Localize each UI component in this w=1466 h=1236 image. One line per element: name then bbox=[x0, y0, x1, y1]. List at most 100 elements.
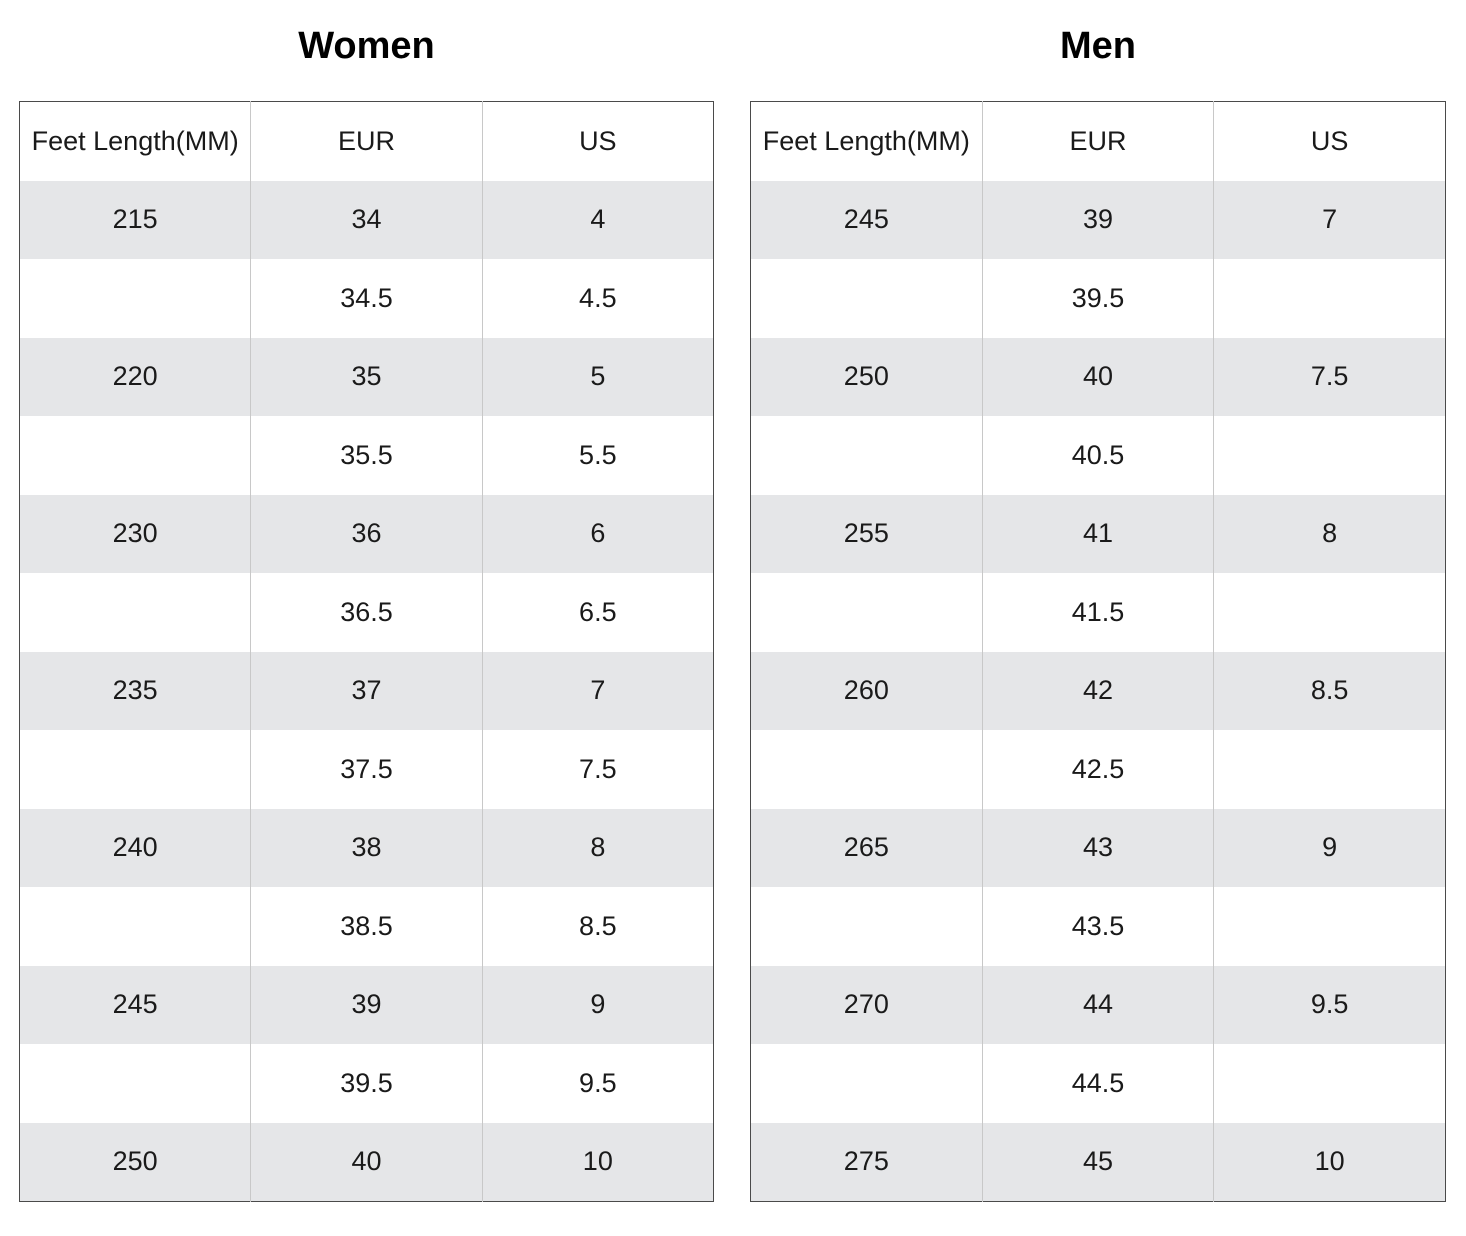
table-row: 39.5 9.5 bbox=[19, 1044, 714, 1123]
women-title: Women bbox=[298, 25, 435, 67]
us-cell: 9.5 bbox=[1213, 965, 1446, 1044]
eur-cell: 36.5 bbox=[250, 573, 483, 652]
feet-length-cell: 230 bbox=[19, 494, 251, 573]
table-row: 220 35 5 bbox=[19, 337, 714, 416]
table-row: 41.5 bbox=[750, 573, 1446, 652]
table-row: 230 36 6 bbox=[19, 494, 714, 573]
feet-length-cell: 215 bbox=[19, 180, 251, 259]
table-row: 36.5 6.5 bbox=[19, 573, 714, 652]
table-row: 39.5 bbox=[750, 259, 1446, 338]
eur-cell: 38.5 bbox=[250, 887, 483, 966]
feet-length-cell bbox=[19, 416, 251, 495]
table-row: 250 40 7.5 bbox=[750, 337, 1446, 416]
eur-cell: 37.5 bbox=[250, 730, 483, 809]
eur-cell: 35 bbox=[250, 337, 483, 416]
eur-cell: 36 bbox=[250, 494, 483, 573]
feet-length-cell bbox=[750, 416, 983, 495]
header-us: US bbox=[481, 101, 714, 181]
us-cell: 7 bbox=[1213, 180, 1446, 259]
table-row: 265 43 9 bbox=[750, 808, 1446, 887]
table-row: 275 45 10 bbox=[750, 1122, 1446, 1202]
table-row: 34.5 4.5 bbox=[19, 259, 714, 338]
us-cell: 7 bbox=[481, 651, 714, 730]
table-row: 215 34 4 bbox=[19, 180, 714, 259]
feet-length-cell: 255 bbox=[750, 494, 983, 573]
table-row: 245 39 7 bbox=[750, 180, 1446, 259]
table-row: 260 42 8.5 bbox=[750, 651, 1446, 730]
feet-length-cell bbox=[750, 730, 983, 809]
feet-length-cell bbox=[19, 573, 251, 652]
header-eur: EUR bbox=[981, 101, 1214, 181]
eur-cell: 43.5 bbox=[981, 887, 1214, 966]
eur-cell: 39.5 bbox=[250, 1044, 483, 1123]
us-cell: 10 bbox=[1213, 1122, 1446, 1202]
men-title: Men bbox=[1060, 25, 1136, 67]
table-row: 255 41 8 bbox=[750, 494, 1446, 573]
us-cell: 8.5 bbox=[481, 887, 714, 966]
table-header-row: Feet Length(MM) EUR US bbox=[750, 101, 1446, 181]
us-cell: 6 bbox=[481, 494, 714, 573]
feet-length-cell bbox=[750, 1044, 983, 1123]
eur-cell: 40 bbox=[981, 337, 1214, 416]
table-row: 270 44 9.5 bbox=[750, 965, 1446, 1044]
us-cell: 8 bbox=[481, 808, 714, 887]
feet-length-cell bbox=[750, 887, 983, 966]
eur-cell: 38 bbox=[250, 808, 483, 887]
eur-cell: 39.5 bbox=[981, 259, 1214, 338]
header-feet-length: Feet Length(MM) bbox=[19, 101, 251, 181]
us-cell bbox=[1213, 259, 1446, 338]
eur-cell: 34 bbox=[250, 180, 483, 259]
table-row: 38.5 8.5 bbox=[19, 887, 714, 966]
men-size-table: Feet Length(MM) EUR US 245 39 7 39.5 250… bbox=[750, 101, 1446, 1202]
feet-length-cell: 245 bbox=[750, 180, 983, 259]
feet-length-cell bbox=[19, 259, 251, 338]
us-cell: 9 bbox=[1213, 808, 1446, 887]
header-feet-length: Feet Length(MM) bbox=[750, 101, 983, 181]
us-cell: 8 bbox=[1213, 494, 1446, 573]
table-row: 42.5 bbox=[750, 730, 1446, 809]
eur-cell: 45 bbox=[981, 1122, 1214, 1202]
feet-length-cell: 235 bbox=[19, 651, 251, 730]
us-cell: 5.5 bbox=[481, 416, 714, 495]
table-row: 245 39 9 bbox=[19, 965, 714, 1044]
eur-cell: 40.5 bbox=[981, 416, 1214, 495]
eur-cell: 39 bbox=[250, 965, 483, 1044]
us-cell: 7.5 bbox=[1213, 337, 1446, 416]
women-size-table: Feet Length(MM) EUR US 215 34 4 34.5 4.5… bbox=[19, 101, 714, 1202]
table-row: 44.5 bbox=[750, 1044, 1446, 1123]
table-row: 40.5 bbox=[750, 416, 1446, 495]
table-row: 37.5 7.5 bbox=[19, 730, 714, 809]
eur-cell: 42 bbox=[981, 651, 1214, 730]
us-cell bbox=[1213, 730, 1446, 809]
eur-cell: 39 bbox=[981, 180, 1214, 259]
table-row: 35.5 5.5 bbox=[19, 416, 714, 495]
feet-length-cell bbox=[19, 730, 251, 809]
us-cell: 9.5 bbox=[481, 1044, 714, 1123]
feet-length-cell: 250 bbox=[19, 1122, 251, 1202]
header-eur: EUR bbox=[250, 101, 483, 181]
feet-length-cell: 265 bbox=[750, 808, 983, 887]
table-header-row: Feet Length(MM) EUR US bbox=[19, 101, 714, 181]
us-cell bbox=[1213, 573, 1446, 652]
eur-cell: 37 bbox=[250, 651, 483, 730]
eur-cell: 34.5 bbox=[250, 259, 483, 338]
header-us: US bbox=[1213, 101, 1446, 181]
us-cell bbox=[1213, 1044, 1446, 1123]
feet-length-cell: 270 bbox=[750, 965, 983, 1044]
us-cell: 7.5 bbox=[481, 730, 714, 809]
eur-cell: 43 bbox=[981, 808, 1214, 887]
us-cell: 4 bbox=[481, 180, 714, 259]
eur-cell: 41 bbox=[981, 494, 1214, 573]
feet-length-cell: 260 bbox=[750, 651, 983, 730]
us-cell: 4.5 bbox=[481, 259, 714, 338]
table-row: 235 37 7 bbox=[19, 651, 714, 730]
table-row: 43.5 bbox=[750, 887, 1446, 966]
eur-cell: 35.5 bbox=[250, 416, 483, 495]
feet-length-cell bbox=[750, 573, 983, 652]
feet-length-cell: 275 bbox=[750, 1122, 983, 1202]
feet-length-cell bbox=[19, 1044, 251, 1123]
eur-cell: 40 bbox=[250, 1122, 483, 1202]
table-row: 240 38 8 bbox=[19, 808, 714, 887]
us-cell: 8.5 bbox=[1213, 651, 1446, 730]
us-cell bbox=[1213, 416, 1446, 495]
